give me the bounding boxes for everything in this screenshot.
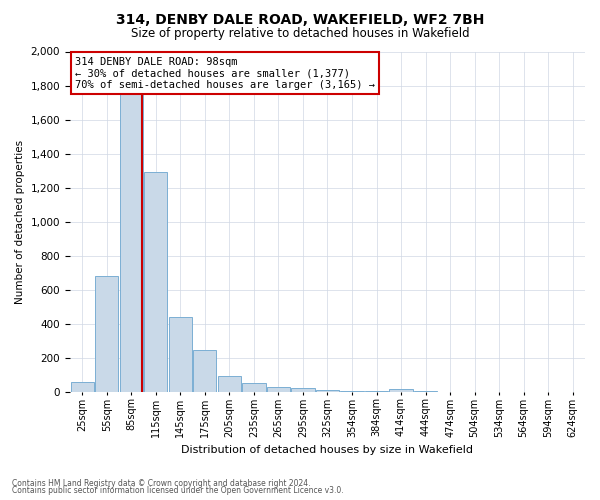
Text: Size of property relative to detached houses in Wakefield: Size of property relative to detached ho…	[131, 28, 469, 40]
Bar	[340, 391, 364, 392]
Text: 314 DENBY DALE ROAD: 98sqm
← 30% of detached houses are smaller (1,377)
70% of s: 314 DENBY DALE ROAD: 98sqm ← 30% of deta…	[75, 56, 375, 90]
Bar	[267, 386, 290, 392]
Bar	[389, 389, 413, 392]
Bar	[169, 317, 192, 392]
Bar	[242, 383, 266, 392]
Text: 314, DENBY DALE ROAD, WAKEFIELD, WF2 7BH: 314, DENBY DALE ROAD, WAKEFIELD, WF2 7BH	[116, 12, 484, 26]
Bar	[365, 391, 388, 392]
Bar	[218, 376, 241, 392]
Y-axis label: Number of detached properties: Number of detached properties	[15, 140, 25, 304]
Bar	[71, 382, 94, 392]
Bar	[119, 68, 143, 392]
Bar	[193, 350, 217, 392]
Bar	[291, 388, 314, 392]
Bar	[95, 276, 118, 392]
Text: Contains HM Land Registry data © Crown copyright and database right 2024.: Contains HM Land Registry data © Crown c…	[12, 478, 311, 488]
Bar	[144, 172, 167, 392]
X-axis label: Distribution of detached houses by size in Wakefield: Distribution of detached houses by size …	[181, 445, 473, 455]
Bar	[316, 390, 339, 392]
Text: Contains public sector information licensed under the Open Government Licence v3: Contains public sector information licen…	[12, 486, 344, 495]
